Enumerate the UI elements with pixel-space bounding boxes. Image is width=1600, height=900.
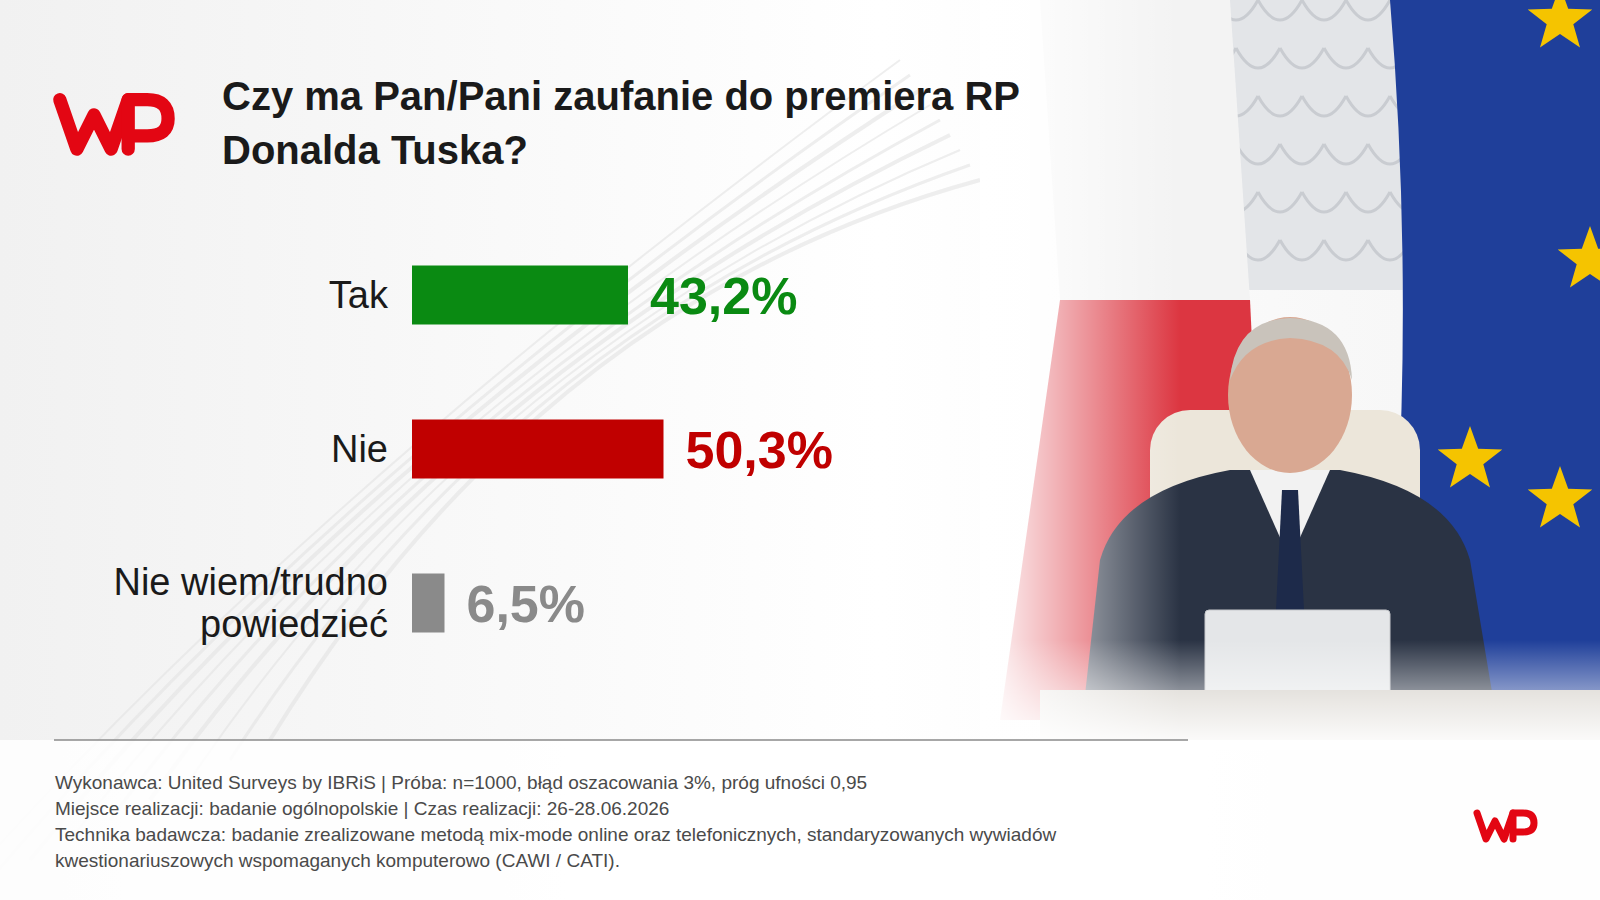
logo-w <box>60 100 128 149</box>
decor-wall-pattern <box>1324 48 1368 68</box>
category-label: Nie <box>331 428 388 470</box>
logo-w <box>1477 813 1513 839</box>
bar <box>412 420 664 479</box>
decor-wall-pattern <box>1302 96 1346 116</box>
decor-streak <box>0 60 900 900</box>
text-line: Nie wiem/trudno <box>113 561 388 603</box>
footer-note: Wykonawca: United Surveys by IBRiS | Pró… <box>55 772 867 793</box>
category-label: Nie wiem/trudnopowiedzieć <box>113 561 388 645</box>
decor-wall-pattern <box>1324 240 1368 260</box>
decor-streak <box>230 165 970 760</box>
text-line: Nie <box>331 428 388 470</box>
decor-fade <box>980 640 1600 750</box>
decor-wall-pattern <box>1258 0 1302 20</box>
text-line: Tak <box>329 274 389 316</box>
decor-wall-pattern <box>1346 0 1390 20</box>
decor-star <box>1438 426 1503 488</box>
footer-note: Miejsce realizacji: badanie ogólnopolski… <box>55 798 669 819</box>
decor-wall-pattern <box>1258 96 1302 116</box>
decor-wall-pattern <box>1346 96 1390 116</box>
decor-star <box>1528 0 1593 48</box>
decor-wall-pattern <box>1258 192 1302 212</box>
decor-star <box>1528 466 1593 528</box>
logo <box>60 100 168 149</box>
decor-wall-pattern <box>1280 48 1324 68</box>
decor-tie <box>1276 490 1304 630</box>
decor-head <box>1228 317 1352 473</box>
footer-ground <box>0 740 1600 900</box>
labels: Tak 43,2% Nie 50,3% Nie wiem/trudnopowiedzie… <box>113 267 833 645</box>
decor-streak <box>270 180 980 740</box>
decor-wall-pattern <box>1236 144 1280 164</box>
plot-area <box>412 266 664 633</box>
decor-wall-pattern <box>1324 144 1368 164</box>
data-label: 43,2% <box>650 267 797 325</box>
decor-wall-pattern <box>1302 0 1346 20</box>
text-line: kwestionariuszowych wspomaganych kompute… <box>55 850 620 871</box>
footer-rule <box>54 739 1188 741</box>
footer-note: Technika badawcza: badanie zrealizowane … <box>55 824 1056 871</box>
decor-wall-pattern <box>1280 144 1324 164</box>
data-label: 6,5% <box>467 575 586 633</box>
decor-wall-pattern <box>1302 192 1346 212</box>
decor-star <box>1558 226 1600 288</box>
decor-hair <box>1230 318 1352 380</box>
category-label: Tak <box>329 274 389 316</box>
data-label: 50,3% <box>686 421 833 479</box>
chart-root: Czy ma Pan/Pani zaufanie do premiera RP D… <box>0 0 1600 900</box>
bar <box>412 266 628 325</box>
text-line: Miejsce realizacji: badanie ogólnopolski… <box>55 798 669 819</box>
text-line: Donalda Tuska? <box>222 128 528 172</box>
logo-p <box>1513 813 1534 839</box>
decor-wall-pattern <box>1280 240 1324 260</box>
decor-wall-pattern <box>1346 192 1390 212</box>
text-line: Wykonawca: United Surveys by IBRiS | Pró… <box>55 772 867 793</box>
decor-streak <box>110 120 940 820</box>
text-line: powiedzieć <box>200 603 388 645</box>
logo-p <box>128 100 168 149</box>
title: Czy ma Pan/Pani zaufanie do premiera RP D… <box>222 74 1020 172</box>
logo <box>1477 813 1534 839</box>
text-line: Czy ma Pan/Pani zaufanie do premiera RP <box>222 74 1020 118</box>
decor-wall-pattern <box>1236 48 1280 68</box>
bar <box>412 574 445 633</box>
text-line: Technika badawcza: badanie zrealizowane … <box>55 824 1056 845</box>
